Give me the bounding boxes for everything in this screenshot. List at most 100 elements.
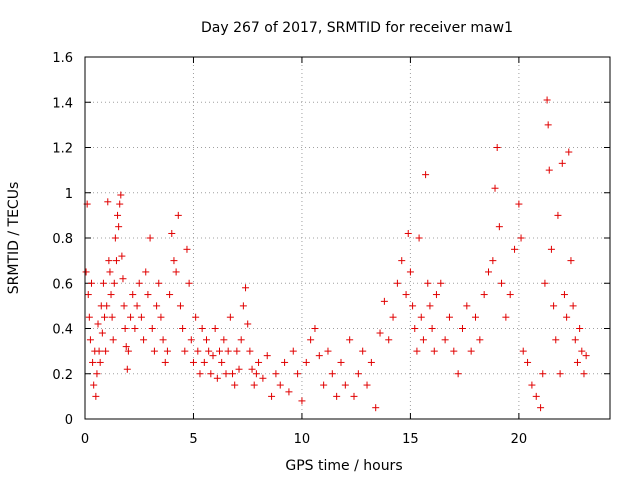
data-point	[209, 352, 217, 360]
data-point	[411, 325, 419, 332]
data-point	[185, 279, 193, 287]
y-tick-label: 1.6	[52, 51, 73, 66]
data-point	[409, 302, 417, 310]
data-point	[532, 392, 540, 400]
data-point	[168, 229, 176, 237]
data-point	[337, 358, 345, 366]
data-point	[547, 245, 555, 253]
data-point	[506, 291, 514, 299]
data-point	[88, 279, 96, 287]
data-point	[424, 279, 432, 287]
data-point	[96, 358, 104, 366]
y-tick-label: 0	[65, 413, 73, 428]
data-point	[259, 374, 267, 382]
data-point	[571, 336, 579, 344]
data-point	[220, 336, 228, 344]
data-point	[380, 297, 388, 305]
data-point	[142, 268, 150, 276]
data-point	[324, 347, 332, 355]
data-point	[86, 336, 94, 344]
data-point	[517, 234, 525, 242]
data-point	[112, 257, 120, 265]
data-point	[320, 381, 328, 389]
y-tick-label: 1.4	[52, 96, 73, 111]
data-point	[255, 358, 263, 366]
data-point	[333, 392, 341, 400]
data-point	[121, 325, 129, 332]
data-point	[498, 279, 506, 287]
data-point	[252, 370, 260, 378]
data-point	[95, 347, 103, 355]
data-point	[198, 325, 206, 332]
data-point	[140, 336, 148, 344]
data-point	[89, 358, 97, 366]
data-point	[285, 388, 293, 396]
data-point	[502, 313, 510, 321]
data-point	[539, 370, 547, 378]
data-point	[432, 291, 440, 299]
data-point	[515, 200, 523, 208]
data-point	[237, 336, 245, 344]
data-point	[350, 392, 358, 400]
data-point	[537, 404, 545, 412]
data-point	[544, 121, 552, 129]
data-point	[105, 257, 113, 265]
data-point	[123, 365, 131, 373]
y-tick-label: 0.8	[52, 232, 73, 247]
data-point	[398, 257, 406, 265]
data-point	[99, 279, 107, 287]
data-point	[129, 291, 137, 299]
data-point	[159, 336, 167, 344]
data-point	[328, 370, 336, 378]
data-point	[263, 352, 271, 360]
data-point	[224, 347, 232, 355]
data-point	[552, 336, 560, 344]
data-point	[315, 352, 323, 360]
data-point	[307, 336, 315, 344]
data-point	[133, 302, 141, 310]
data-point	[471, 313, 479, 321]
data-point	[289, 347, 297, 355]
data-point	[404, 229, 412, 237]
data-point	[117, 191, 125, 199]
data-point	[359, 347, 367, 355]
data-point	[493, 144, 501, 151]
data-point	[211, 325, 219, 332]
data-point	[226, 313, 234, 321]
data-point	[276, 381, 284, 389]
data-point	[108, 313, 116, 321]
data-point	[148, 325, 156, 332]
x-tick-label: 10	[294, 432, 311, 447]
data-point	[445, 313, 453, 321]
y-axis-label: SRMTID / TECUs	[6, 182, 22, 295]
data-point	[192, 313, 200, 321]
data-point	[242, 284, 250, 292]
data-point	[495, 223, 503, 231]
data-point	[406, 268, 414, 276]
data-point	[137, 313, 145, 321]
data-point	[450, 347, 458, 355]
data-point	[205, 347, 213, 355]
data-point	[244, 320, 252, 328]
data-point	[196, 370, 204, 378]
data-point	[127, 313, 135, 321]
data-point	[119, 275, 127, 283]
y-tick-label: 0.4	[52, 323, 73, 338]
data-point	[218, 358, 226, 366]
data-point	[441, 336, 449, 344]
data-point	[367, 358, 375, 366]
y-axis-ticks: 0 0.2 0.4 0.6 0.8 1 1.2 1.4 1.6	[52, 51, 610, 428]
data-point	[268, 392, 276, 400]
data-point	[90, 381, 98, 389]
data-point	[556, 370, 564, 378]
data-point	[122, 343, 130, 351]
data-point	[98, 329, 106, 337]
chart-title: Day 267 of 2017, SRMTID for receiver maw…	[201, 20, 513, 36]
data-point	[385, 336, 393, 344]
data-point	[298, 397, 306, 405]
data-point	[294, 370, 302, 378]
data-point	[120, 302, 128, 310]
data-point	[202, 336, 210, 344]
data-point	[114, 211, 122, 219]
